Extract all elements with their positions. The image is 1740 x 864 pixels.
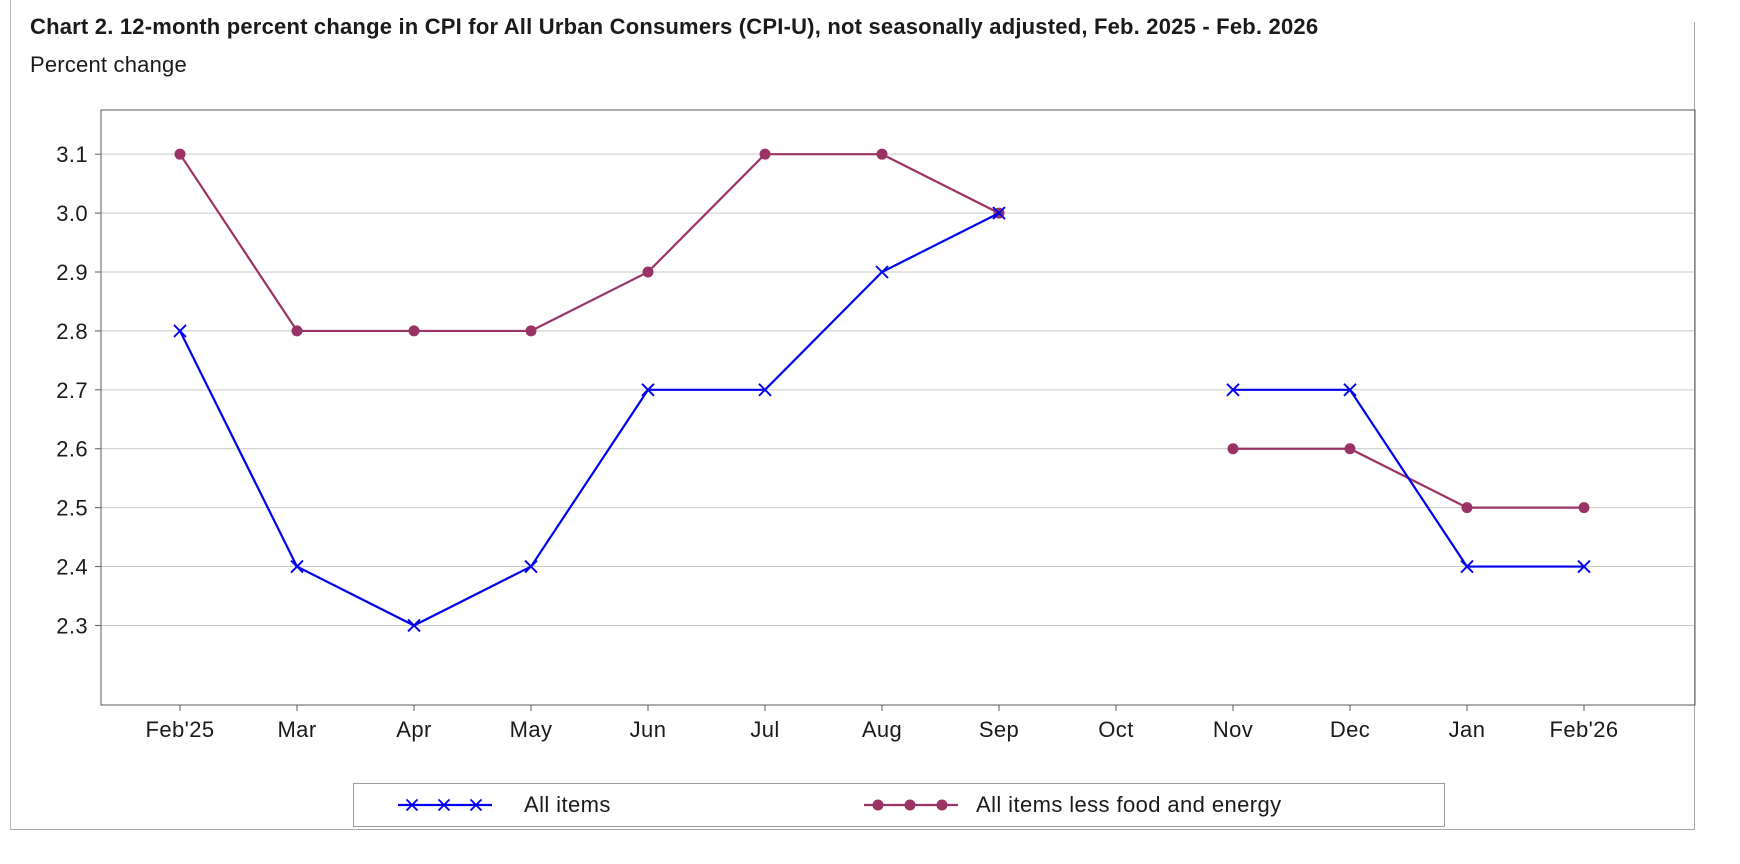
data-point <box>641 383 655 397</box>
data-point <box>407 618 421 633</box>
x-tick-label: Feb'25 <box>146 717 215 742</box>
data-point <box>174 148 186 160</box>
data-point <box>1461 502 1473 514</box>
core-cpi-line-sample-icon <box>864 799 958 811</box>
y-tick-label: 2.6 <box>56 437 88 462</box>
data-point <box>876 148 888 160</box>
y-tick-label: 2.4 <box>56 555 88 580</box>
cpi-line-chart: 2.3 2.4 2.5 2.6 2.7 2.8 2.9 3.0 3.1 Feb'25 Mar Apr M… <box>10 0 1696 830</box>
x-tick-label: Mar <box>277 717 316 742</box>
series-line <box>179 212 1000 627</box>
x-tick-label: Dec <box>1330 717 1370 742</box>
data-point <box>992 206 1006 220</box>
data-point <box>759 148 771 160</box>
x-tick-label: Apr <box>396 717 431 742</box>
y-tick-label: 2.3 <box>56 613 88 638</box>
data-point <box>525 325 537 337</box>
data-point <box>1227 443 1239 455</box>
series-line <box>179 153 1000 333</box>
x-tick-label: Feb'26 <box>1550 717 1619 742</box>
series-line <box>1233 388 1584 568</box>
legend-label-all-items-less-food-energy: All items less food and energy <box>976 792 1282 817</box>
x-tick-label: Aug <box>862 717 902 742</box>
y-axis-unit-label: Percent change <box>30 52 187 77</box>
all-items-line-sample-icon <box>398 798 492 812</box>
y-tick-label: 3.1 <box>56 142 88 167</box>
y-axis: 2.3 2.4 2.5 2.6 2.7 2.8 2.9 3.0 3.1 <box>56 142 1695 638</box>
x-tick-label: Nov <box>1213 717 1253 742</box>
plot-border <box>100 109 1696 706</box>
data-point <box>1226 383 1240 397</box>
data-point <box>1578 502 1590 514</box>
y-tick-label: 2.9 <box>56 260 88 285</box>
x-axis: Feb'25 Mar Apr May Jun Jul Aug Sep Oct Nov Dec Jan F… <box>146 705 1619 742</box>
data-point <box>1343 383 1357 397</box>
data-point <box>291 325 303 337</box>
series-all-items <box>173 206 1591 633</box>
x-tick-label: Jul <box>750 717 779 742</box>
x-tick-label: Sep <box>979 717 1019 742</box>
data-point <box>290 559 304 574</box>
x-tick-label: Jan <box>1449 717 1486 742</box>
data-point <box>408 325 420 337</box>
data-point <box>875 265 889 279</box>
data-point <box>1460 559 1474 574</box>
series-all-items-less-food-and-energy <box>174 148 1590 514</box>
legend-label-all-items: All items <box>524 792 611 817</box>
data-point <box>524 559 538 574</box>
x-tick-label: Jun <box>630 717 667 742</box>
data-point <box>758 383 772 397</box>
y-tick-label: 2.5 <box>56 496 88 521</box>
data-point <box>173 324 187 338</box>
data-point <box>642 266 654 278</box>
chart-title: Chart 2. 12-month percent change in CPI … <box>30 14 1319 39</box>
data-point <box>1344 443 1356 455</box>
x-tick-label: May <box>510 717 553 742</box>
x-tick-label: Oct <box>1098 717 1133 742</box>
y-tick-label: 2.8 <box>56 319 88 344</box>
chart-legend: All items All items less food and energy <box>353 783 1445 827</box>
y-tick-label: 2.7 <box>56 378 88 403</box>
data-point <box>1577 559 1591 574</box>
y-tick-label: 3.0 <box>56 201 88 226</box>
